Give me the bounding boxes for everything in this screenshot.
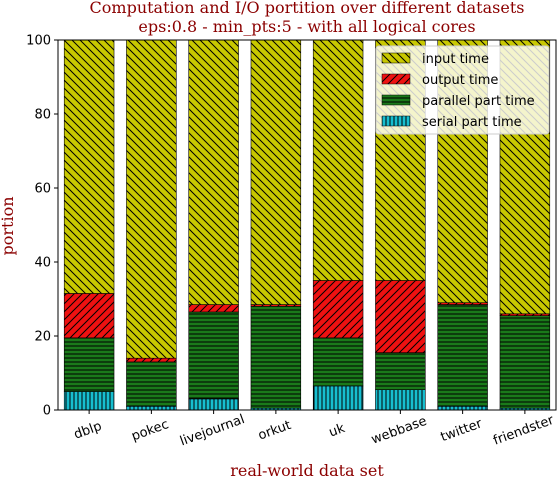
bar-webbase-output-time (375, 280, 426, 353)
bar-friendster-parallel-part-time (499, 315, 551, 409)
bar-dblp-input-time (63, 39, 115, 294)
plot-area (57, 39, 557, 411)
bar-orkut-input-time (250, 39, 302, 305)
legend-swatch-serial-part-time (381, 115, 411, 127)
bar-uk-parallel-part-time (312, 337, 364, 387)
legend-swatch-input-time (381, 52, 411, 64)
x-tick-label-pokec: pokec (130, 417, 171, 444)
bar-twitter-parallel-part-time (437, 304, 488, 407)
x-tick-label-friendster: friendster (491, 413, 556, 449)
y-tick-label-0: 0 (43, 404, 51, 419)
bar-livejournal-input-time (188, 39, 239, 305)
bar-livejournal-output-time (188, 304, 239, 313)
bar-twitter-serial-part-time (437, 405, 488, 411)
bar-dblp-parallel-part-time (63, 337, 115, 392)
bar-uk-serial-part-time (312, 385, 364, 411)
x-axis-label: real-world data set (230, 461, 384, 480)
bar-uk-input-time (312, 39, 364, 281)
y-tick-label-100: 100 (26, 34, 51, 49)
y-tick-label-80: 80 (34, 108, 51, 123)
y-tick-label-40: 40 (34, 256, 51, 271)
x-tick-label-uk: uk (327, 421, 347, 441)
legend-box (375, 45, 550, 135)
x-tick-label-orkut: orkut (256, 418, 293, 444)
x-tick-label-dblp: dblp (72, 419, 104, 443)
plot-frame (57, 39, 557, 411)
chart-subtitle: eps:0.8 - min_pts:5 - with all logical c… (138, 17, 475, 36)
y-tick-label-60: 60 (34, 182, 51, 197)
y-axis: 0 20 40 60 80 100 (26, 34, 58, 419)
bar-livejournal-parallel-part-time (188, 311, 239, 400)
bar-livejournal-serial-part-time (188, 398, 239, 411)
legend-swatch-output-time (381, 73, 411, 85)
bar-pokec-output-time (126, 357, 177, 363)
legend: input time output time parallel part time s… (375, 45, 550, 135)
y-axis-label: portion (0, 196, 17, 255)
bar-orkut-parallel-part-time (250, 306, 302, 409)
y-tick-label-20: 20 (34, 330, 51, 345)
bar-dblp-output-time (63, 293, 115, 339)
x-axis: dblp pokec livejournal orkut uk webbase twitte… (72, 410, 557, 449)
bar-pokec-input-time (126, 39, 177, 359)
bar-webbase-parallel-part-time (375, 352, 426, 390)
bar-pokec-parallel-part-time (126, 361, 177, 407)
bar-uk-output-time (312, 280, 364, 339)
bar-pokec-serial-part-time (126, 405, 177, 411)
legend-label-parallel-part-time: parallel part time (422, 94, 535, 109)
legend-label-output-time: output time (422, 73, 498, 88)
legend-label-input-time: input time (422, 52, 489, 67)
legend-swatch-parallel-part-time (381, 94, 411, 106)
bar-dblp-serial-part-time (63, 391, 115, 411)
legend-label-serial-part-time: serial part time (422, 115, 522, 130)
x-tick-label-webbase: webbase (369, 414, 429, 448)
bar-webbase-serial-part-time (375, 389, 426, 411)
chart-title: Computation and I/O portition over diffe… (90, 0, 525, 17)
x-tick-label-livejournal: livejournal (178, 412, 247, 449)
x-tick-label-twitter: twitter (439, 416, 485, 445)
